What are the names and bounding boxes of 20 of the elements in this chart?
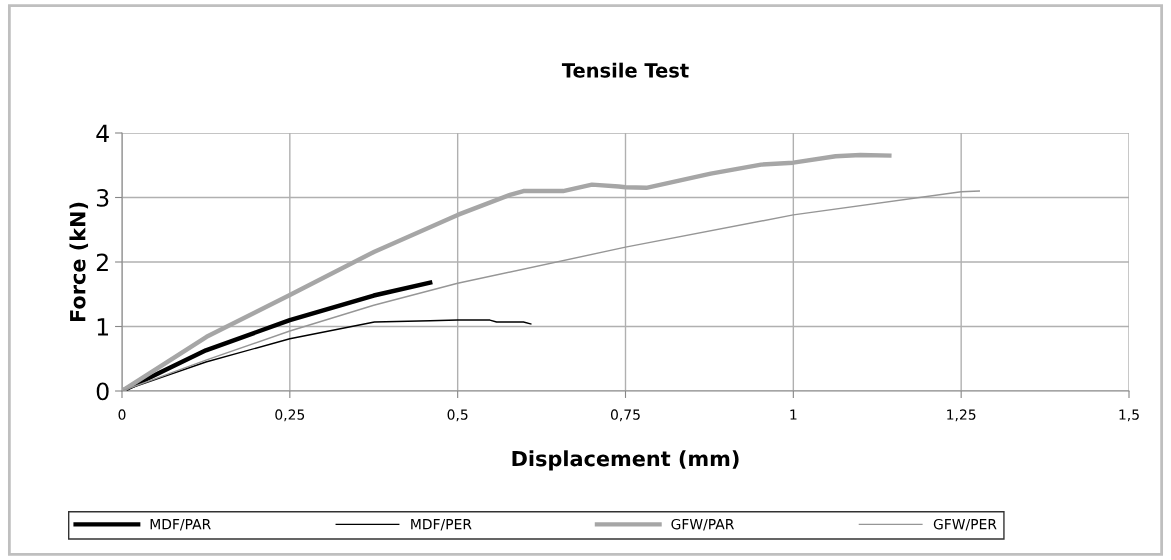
- x-tick-label: 0,75: [610, 409, 640, 422]
- y-tick-label: 0: [96, 382, 109, 401]
- y-tick-label: 3: [96, 188, 109, 207]
- legend-label: MDF/PAR: [150, 519, 211, 531]
- x-axis-title: Displacement (mm): [512, 450, 739, 471]
- legend-label: MDF/PER: [411, 519, 472, 531]
- y-axis-title: Force (kN): [69, 202, 89, 322]
- y-tick-label: 2: [96, 253, 108, 271]
- x-tick-label: 0,5: [447, 409, 468, 422]
- y-tick-label: 1: [97, 318, 109, 336]
- chart-title: Tensile Test: [561, 62, 689, 78]
- legend-label: GFW/PER: [933, 518, 997, 531]
- x-tick-label: 0,25: [275, 409, 305, 422]
- x-tick-label: 1,25: [947, 409, 976, 422]
- y-tick-label: 4: [96, 124, 109, 142]
- x-tick-label: 1,5: [1119, 409, 1139, 422]
- x-tick-label: 1: [790, 409, 797, 420]
- legend-label: GFW/PAR: [671, 518, 735, 531]
- x-tick-label: 0: [118, 409, 126, 420]
- line-series: [122, 190, 980, 391]
